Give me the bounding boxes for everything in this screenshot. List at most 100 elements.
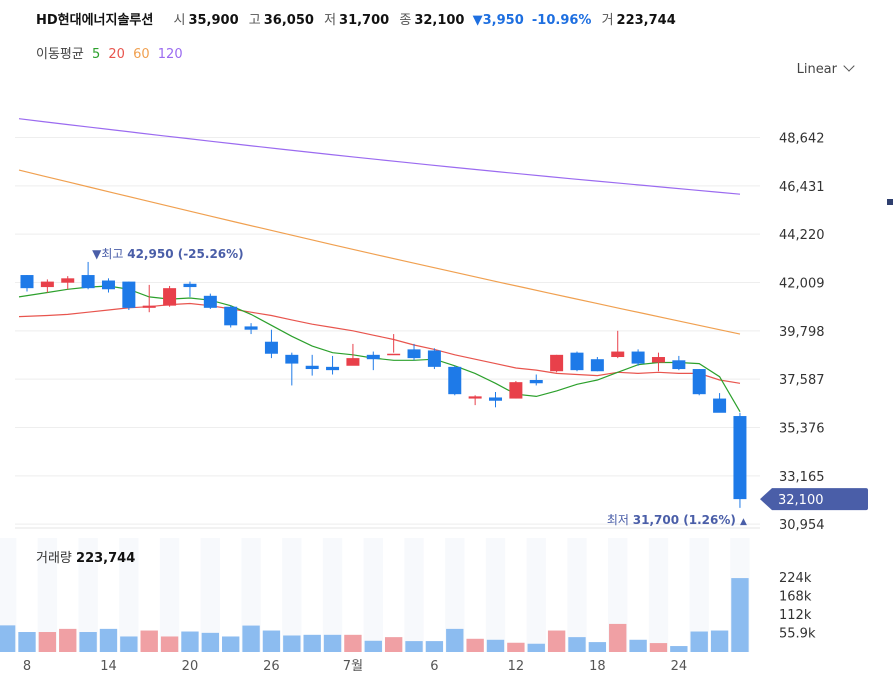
- candle-body: [20, 275, 34, 289]
- ma5-legend[interactable]: 5: [91, 47, 101, 62]
- volume-column-bg: [98, 538, 119, 652]
- volume-column-bg: [58, 538, 78, 652]
- candle-body: [305, 365, 319, 370]
- x-tick-label: 12: [508, 659, 525, 674]
- volume-tick-label: 55.9k: [779, 627, 816, 642]
- x-tick-label: 6: [430, 659, 438, 674]
- candle-body: [366, 354, 380, 360]
- volume-bar: [283, 635, 301, 652]
- volume-bar: [0, 625, 16, 652]
- volume-bar: [466, 638, 484, 652]
- candle-body: [326, 366, 340, 371]
- volume-tick-label: 224k: [779, 571, 812, 586]
- volume-panel-value: 223,744: [76, 551, 136, 566]
- x-tick-label: 18: [589, 659, 606, 674]
- x-tick-label: 14: [100, 659, 117, 674]
- volume-column-bg: [363, 538, 383, 652]
- volume-bar: [364, 640, 382, 652]
- candle-body: [61, 278, 75, 283]
- candle-body: [387, 353, 401, 356]
- low-annotation: 최저 31,700 (1.26%) ▲: [607, 513, 747, 527]
- price-tick-label: 48,642: [779, 132, 825, 147]
- volume-bar: [690, 631, 708, 652]
- volume-bar: [222, 636, 240, 652]
- x-tick-label: 7월: [343, 659, 363, 674]
- volume-bar: [59, 628, 77, 652]
- volume-bar: [38, 632, 57, 652]
- candle-body: [509, 382, 523, 399]
- ma60-line: [18, 169, 741, 335]
- volume-column-bg: [506, 538, 526, 652]
- ma20-legend[interactable]: 20: [108, 47, 125, 62]
- volume-column-bg: [78, 538, 98, 652]
- high-annotation-value: 42,950 (-25.26%): [127, 247, 243, 261]
- ma120-legend[interactable]: 120: [157, 47, 183, 62]
- candle-body: [570, 352, 584, 371]
- volume-panel-label: 거래량: [36, 551, 72, 566]
- ma20-line: [18, 302, 741, 384]
- low-marker-icon: ▲: [740, 517, 747, 527]
- volume-bar: [99, 628, 118, 652]
- candle-body: [122, 281, 136, 308]
- candle-body: [285, 354, 299, 364]
- volume-label: 거: [601, 13, 614, 28]
- candle-body: [590, 359, 604, 372]
- volume-column-bg: [200, 538, 221, 652]
- candle-body: [713, 398, 727, 413]
- volume-column-bg: [343, 538, 363, 652]
- volume-column-bg: [17, 538, 37, 652]
- volume-column-bg: [709, 538, 730, 652]
- volume-column-bg: [261, 538, 282, 652]
- candle-body: [529, 379, 543, 384]
- candle-body: [81, 275, 95, 289]
- volume-column-bg: [608, 538, 628, 652]
- candle-body: [651, 357, 665, 363]
- x-tick-label: 24: [671, 659, 688, 674]
- candle-body: [631, 351, 645, 364]
- low-label: 저: [324, 13, 337, 28]
- volume-bar: [568, 637, 586, 652]
- candle-body: [407, 349, 421, 359]
- volume-bar: [649, 643, 668, 652]
- open-label: 시: [173, 13, 186, 28]
- candle-body: [142, 305, 156, 308]
- low-value: 31,700: [339, 13, 390, 28]
- volume-column-bg: [465, 538, 485, 652]
- high-label: 고: [248, 13, 261, 28]
- candle-body: [733, 416, 747, 500]
- volume-bar: [547, 630, 566, 652]
- volume-bar: [160, 636, 179, 652]
- scale-dropdown[interactable]: Linear: [797, 60, 855, 77]
- volume-bar: [527, 643, 545, 652]
- candle-body: [183, 283, 197, 288]
- price-tick-label: 39,798: [779, 325, 825, 340]
- moving-average-legend: 이동평균 5 20 60 120: [36, 43, 183, 62]
- candle-body: [244, 326, 258, 330]
- last-price-label: 32,100: [778, 493, 824, 508]
- volume-column-bg: [119, 538, 139, 652]
- volume-column-bg: [302, 538, 322, 652]
- x-tick-label: 20: [182, 659, 199, 674]
- volume-bar: [18, 632, 36, 652]
- volume-bar: [140, 630, 158, 652]
- volume-column-bg: [241, 538, 261, 652]
- volume-column-bg: [485, 538, 506, 652]
- volume-bar: [609, 623, 627, 652]
- low-annotation-label: 최저: [607, 513, 633, 527]
- ma60-legend[interactable]: 60: [133, 47, 150, 62]
- volume-column-bg: [0, 538, 17, 652]
- volume-column-bg: [648, 538, 669, 652]
- volume-tick-label: 168k: [779, 590, 812, 605]
- volume-bar: [344, 634, 362, 652]
- volume-column-bg: [424, 538, 445, 652]
- volume-bar: [710, 630, 729, 652]
- high-value: 36,050: [263, 13, 314, 28]
- volume-bar: [588, 642, 607, 652]
- candle-body: [163, 288, 177, 306]
- candle-body: [203, 295, 217, 308]
- candle-body: [692, 369, 706, 395]
- volume-column-bg: [669, 538, 689, 652]
- volume-column-bg: [139, 538, 159, 652]
- volume-column-bg: [221, 538, 241, 652]
